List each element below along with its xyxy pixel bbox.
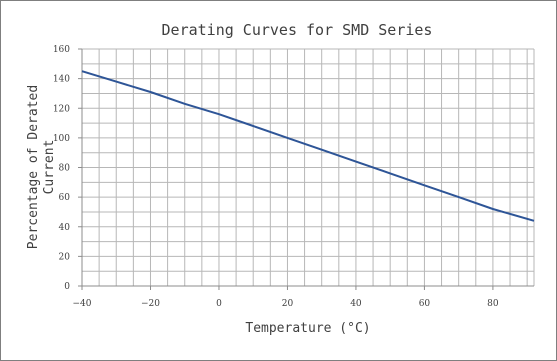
x-tick-label: −20 (141, 299, 160, 309)
derating-curve (81, 70, 535, 222)
y-axis-label-line-1: Percentage of Derated (26, 85, 41, 249)
chart-title: Derating Curves for SMD Series (162, 21, 433, 39)
x-tick-label: 60 (419, 299, 431, 309)
y-tick-label: 60 (59, 193, 71, 203)
x-tick-label: −40 (73, 299, 92, 309)
y-tick-label: 20 (59, 252, 71, 262)
x-tick-label: 0 (216, 299, 222, 309)
y-tick-label: 160 (53, 45, 70, 55)
y-tick-label: 140 (53, 75, 70, 85)
x-tick-label: 40 (350, 299, 362, 309)
y-axis-label: Percentage of Derated Current (26, 85, 57, 249)
series-layer (81, 70, 535, 222)
y-tick-label: 120 (53, 104, 70, 114)
y-tick-label: 40 (59, 223, 71, 233)
y-tick-label: 80 (59, 164, 71, 174)
y-tick-label: 100 (53, 134, 70, 144)
tick-labels: 0 20 40 60 80 100 120 140 160 −40 −20 0 20 40 60 80 (53, 45, 499, 309)
grid-lines (81, 48, 535, 287)
axes (78, 48, 534, 290)
y-tick-label: 0 (64, 282, 70, 292)
x-axis-label: Temperature (°C) (245, 321, 370, 336)
x-tick-label: 20 (282, 299, 294, 309)
x-tick-label: 80 (487, 299, 499, 309)
y-axis-label-line-2: Current (42, 140, 57, 195)
